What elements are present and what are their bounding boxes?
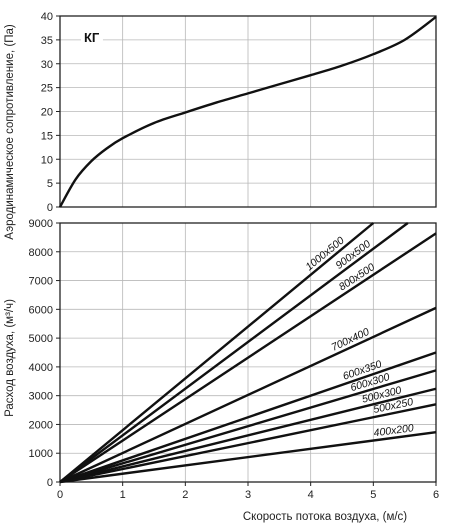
bottom-x-tick-label: 4 <box>308 489 314 501</box>
x-axis-label: Скорость потока воздуха, (м/с) <box>243 511 407 523</box>
bottom-y-axis-label: Расход воздуха, (м³/ч) <box>4 299 16 417</box>
top-y-tick-label: 15 <box>41 130 53 142</box>
series-line-400x200 <box>59 431 437 484</box>
bottom-y-tick-label: 9000 <box>29 218 53 230</box>
panel-label: КГ <box>84 30 100 45</box>
bottom-y-tick-label: 5000 <box>29 333 53 345</box>
bottom-y-tick-label: 2000 <box>29 419 53 431</box>
bottom-x-tick-label: 1 <box>120 489 126 501</box>
bottom-y-tick-label: 4000 <box>29 362 53 374</box>
bottom-grid <box>60 223 436 482</box>
bottom-x-tick-label: 5 <box>370 489 376 501</box>
top-grid <box>60 16 436 207</box>
bottom-x-tick-label: 2 <box>182 489 188 501</box>
bottom-x-tick-label: 6 <box>433 489 439 501</box>
bottom-y-tick-label: 0 <box>47 477 53 489</box>
bottom-y-tick-label: 1000 <box>29 448 53 460</box>
bottom-y-tick-label: 6000 <box>29 304 53 316</box>
series-line-700x400 <box>59 306 437 484</box>
series-line-1000x500 <box>59 222 375 483</box>
series-line-500x300 <box>59 387 437 484</box>
series-line-800x500 <box>59 232 437 484</box>
top-y-tick-label: 5 <box>47 178 53 190</box>
top-y-tick-label: 25 <box>41 83 53 95</box>
top-y-tick-label: 40 <box>41 11 53 23</box>
bottom-x-tick-label: 3 <box>245 489 251 501</box>
top-y-tick-label: 0 <box>47 202 53 214</box>
bottom-y-tick-label: 8000 <box>29 247 53 259</box>
series-line-500x250 <box>59 403 437 484</box>
series-line-900x500 <box>59 222 409 483</box>
pressure-curve <box>58 15 437 208</box>
panel-label-background <box>81 28 103 47</box>
top-y-axis-label: Аэродинамическое сопротивление, (Па) <box>4 24 16 240</box>
top-y-tick-label: 10 <box>41 154 53 166</box>
top-y-tick-label: 20 <box>41 107 53 119</box>
bottom-y-tick-label: 7000 <box>29 276 53 288</box>
top-y-tick-label: 35 <box>41 35 53 47</box>
series-line-600x300 <box>59 369 437 484</box>
series-label-400x200: 400x200 <box>373 422 415 439</box>
top-y-tick-label: 30 <box>41 59 53 71</box>
bottom-x-tick-label: 0 <box>57 489 63 501</box>
bottom-y-tick-label: 3000 <box>29 391 53 403</box>
series-line-600x350 <box>59 351 437 484</box>
